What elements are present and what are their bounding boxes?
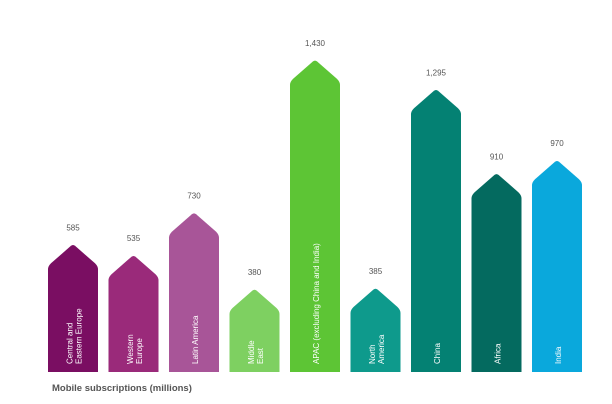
bar-group-7: 910 Africa <box>471 152 522 372</box>
data-label: 385 <box>369 267 383 276</box>
bar-group-4: 1,430 APAC (excluding China and India) <box>290 39 340 373</box>
data-label: 1,430 <box>305 39 326 48</box>
data-label: 730 <box>187 192 201 201</box>
category-label: Latin America <box>191 315 200 364</box>
bar <box>350 288 401 372</box>
bar <box>48 245 98 372</box>
bar <box>108 255 159 372</box>
category-label: WesternEurope <box>126 334 144 364</box>
data-label: 1,295 <box>426 68 447 77</box>
data-label: 585 <box>66 223 80 232</box>
data-label: 910 <box>490 152 504 161</box>
bar <box>290 60 340 373</box>
bar <box>471 174 522 372</box>
bar-group-1: 535 WesternEurope <box>108 234 159 372</box>
category-label: APAC (excluding China and India) <box>312 243 321 364</box>
category-label: India <box>554 346 563 364</box>
bar-group-8: 970 India <box>532 139 582 372</box>
category-label: Africa <box>494 343 503 364</box>
category-label: MiddleEast <box>247 340 265 364</box>
bar <box>532 160 582 372</box>
data-label: 380 <box>248 268 262 277</box>
data-label: 970 <box>550 139 564 148</box>
bar <box>169 213 219 372</box>
bar-group-0: 585 Central andEastern Europe <box>48 223 98 372</box>
bar <box>229 289 280 372</box>
bar-group-6: 1,295 China <box>411 68 461 372</box>
category-label: Central andEastern Europe <box>66 308 84 364</box>
bar <box>411 90 461 372</box>
x-axis-title: Mobile subscriptions (millions) <box>52 383 192 394</box>
category-label: NorthAmerica <box>368 334 386 364</box>
bar-group-3: 380 MiddleEast <box>229 268 280 372</box>
data-label: 535 <box>127 234 141 243</box>
category-label: China <box>433 343 442 364</box>
bar-group-5: 385 NorthAmerica <box>350 267 401 372</box>
bar-group-2: 730 Latin America <box>169 192 219 372</box>
